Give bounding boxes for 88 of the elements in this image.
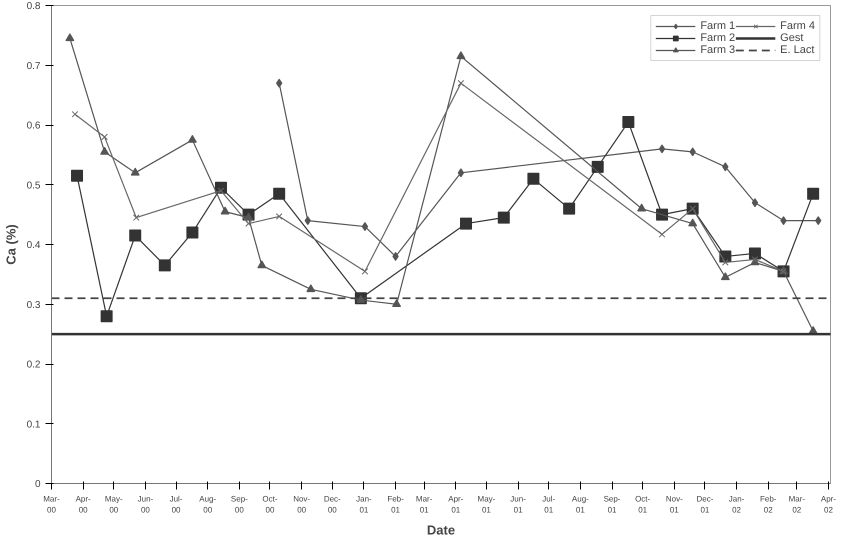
point — [392, 299, 402, 308]
y-tick-label: 0.8 — [26, 1, 41, 12]
x-tick-label: Jul-00 — [170, 494, 183, 514]
x-tick-label: Jan-01 — [356, 494, 372, 514]
x-tick-label: Feb-02 — [760, 494, 777, 514]
point — [527, 172, 540, 185]
legend-label: Gest — [780, 32, 804, 44]
point — [71, 170, 84, 182]
x-tick-label: Dec-00 — [324, 494, 342, 514]
point — [158, 259, 171, 272]
x-tick-label: Mar-02 — [788, 494, 806, 514]
x-tick-label: Nov-00 — [293, 494, 310, 514]
point — [722, 162, 729, 172]
x-tick-label: Apr-01 — [448, 494, 464, 514]
point — [132, 214, 140, 221]
point — [356, 294, 366, 303]
y-tick-label: 0 — [34, 479, 41, 490]
point — [458, 168, 464, 178]
x-tick-label: Apr-02 — [820, 494, 836, 514]
point — [130, 168, 140, 176]
legend-label: Farm 1 — [700, 20, 736, 32]
point — [245, 220, 252, 227]
point — [244, 212, 254, 220]
point — [306, 284, 316, 292]
point — [101, 134, 108, 140]
x-tick-label: Sep-01 — [604, 494, 621, 514]
point — [100, 310, 113, 322]
x-tick-label: May-00 — [104, 494, 124, 514]
point — [129, 230, 142, 242]
x-tick-label: Feb-01 — [387, 494, 404, 514]
x-tick-label: Oct-00 — [262, 494, 278, 514]
point — [460, 218, 472, 230]
y-tick-label: 0.1 — [26, 419, 41, 430]
y-tick-label: 0.7 — [26, 60, 41, 72]
point — [688, 218, 698, 226]
x-tick-label: Jun-00 — [138, 494, 154, 514]
y-tick-label: 0.4 — [26, 240, 41, 251]
point — [752, 198, 758, 208]
x-tick-label: Nov-01 — [666, 494, 684, 514]
legend-label: E. Lact — [780, 44, 814, 56]
point — [458, 80, 464, 87]
x-tick-label: Apr-00 — [76, 494, 92, 514]
point — [392, 252, 399, 261]
point — [273, 188, 286, 200]
y-axis-title: Ca (%) — [4, 224, 19, 265]
x-tick-label: Aug-01 — [572, 494, 590, 514]
point — [622, 116, 634, 128]
point — [658, 231, 666, 238]
point — [186, 226, 198, 239]
point — [807, 188, 820, 200]
y-tick-label: 0.3 — [26, 300, 41, 311]
point — [752, 256, 758, 263]
point — [592, 160, 604, 173]
legend-label: Farm 4 — [780, 20, 815, 32]
y-tick-label: 0.5 — [26, 180, 41, 192]
point — [722, 259, 729, 266]
x-tick-label: Dec-01 — [696, 494, 714, 514]
x-tick-label: Jun-01 — [510, 494, 526, 514]
y-tick-label: 0.6 — [26, 120, 41, 132]
x-tick-label: Jan-02 — [728, 494, 745, 514]
point — [72, 110, 78, 118]
point — [456, 51, 466, 60]
x-tick-label: Mar-00 — [43, 494, 60, 514]
point — [220, 206, 230, 214]
point — [498, 212, 510, 224]
legend-label: Farm 2 — [700, 32, 736, 44]
point — [720, 272, 730, 280]
point — [276, 213, 283, 220]
x-tick-label: Oct-01 — [635, 494, 651, 514]
legend-label: Farm 3 — [700, 44, 736, 56]
point — [257, 260, 266, 268]
x-tick-label: Sep-00 — [230, 494, 248, 514]
point — [780, 216, 787, 226]
y-tick-label: 0.2 — [26, 360, 41, 370]
x-tick-label: Jul-01 — [542, 494, 556, 514]
point — [362, 268, 368, 275]
x-tick-label: May-01 — [478, 494, 496, 514]
point — [65, 33, 74, 42]
point — [563, 202, 576, 215]
x-tick-label: Aug-00 — [199, 494, 216, 514]
point — [748, 247, 761, 260]
point — [637, 204, 646, 212]
point — [658, 144, 666, 154]
x-axis-title: Date — [426, 522, 456, 538]
point — [188, 134, 197, 143]
point — [362, 222, 368, 232]
x-tick-label: Mar-01 — [416, 494, 433, 514]
point — [100, 146, 110, 155]
